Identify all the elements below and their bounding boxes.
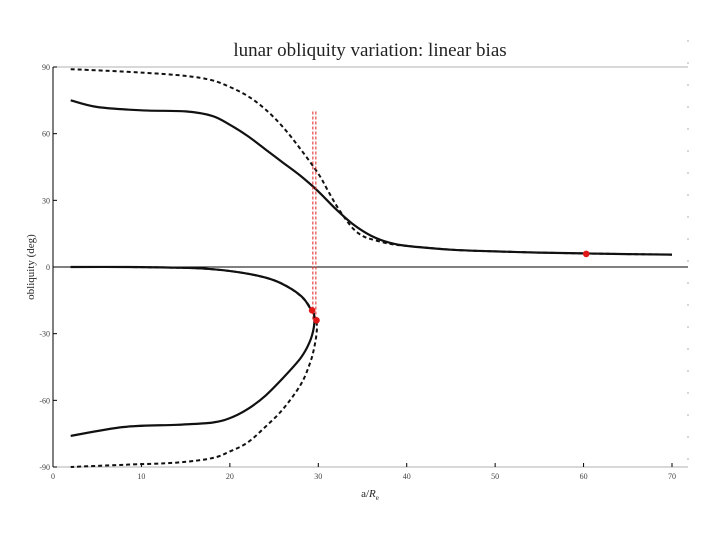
y-tick-label: -90 bbox=[39, 463, 50, 472]
x-tick-label: 60 bbox=[580, 472, 588, 481]
series-line-3 bbox=[70, 265, 316, 437]
y-tick-label: 30 bbox=[42, 196, 50, 205]
y-tick-label: 60 bbox=[42, 130, 50, 139]
highlight-point bbox=[313, 317, 320, 324]
x-tick-label: 20 bbox=[226, 472, 234, 481]
y-tick-label: 0 bbox=[46, 263, 50, 272]
x-tick-label: 50 bbox=[491, 472, 499, 481]
x-tick-label: 30 bbox=[314, 472, 322, 481]
highlight-point bbox=[308, 307, 316, 314]
series-line-4 bbox=[70, 265, 318, 468]
series-line-1 bbox=[70, 99, 673, 256]
highlight-point bbox=[582, 250, 590, 258]
y-tick-label: 90 bbox=[42, 63, 50, 72]
series-line-2 bbox=[70, 68, 673, 256]
x-tick-label: 70 bbox=[668, 472, 676, 481]
x-tick-label: 10 bbox=[137, 472, 145, 481]
y-tick-label: -60 bbox=[39, 396, 50, 405]
x-axis-label: a/Re bbox=[361, 488, 379, 502]
y-tick-label: -30 bbox=[39, 330, 50, 339]
x-tick-label: 40 bbox=[403, 472, 411, 481]
chart-title: lunar obliquity variation: linear bias bbox=[233, 40, 506, 61]
x-tick-label: 0 bbox=[51, 472, 55, 481]
y-axis-label: obliquity (deg) bbox=[25, 234, 37, 300]
